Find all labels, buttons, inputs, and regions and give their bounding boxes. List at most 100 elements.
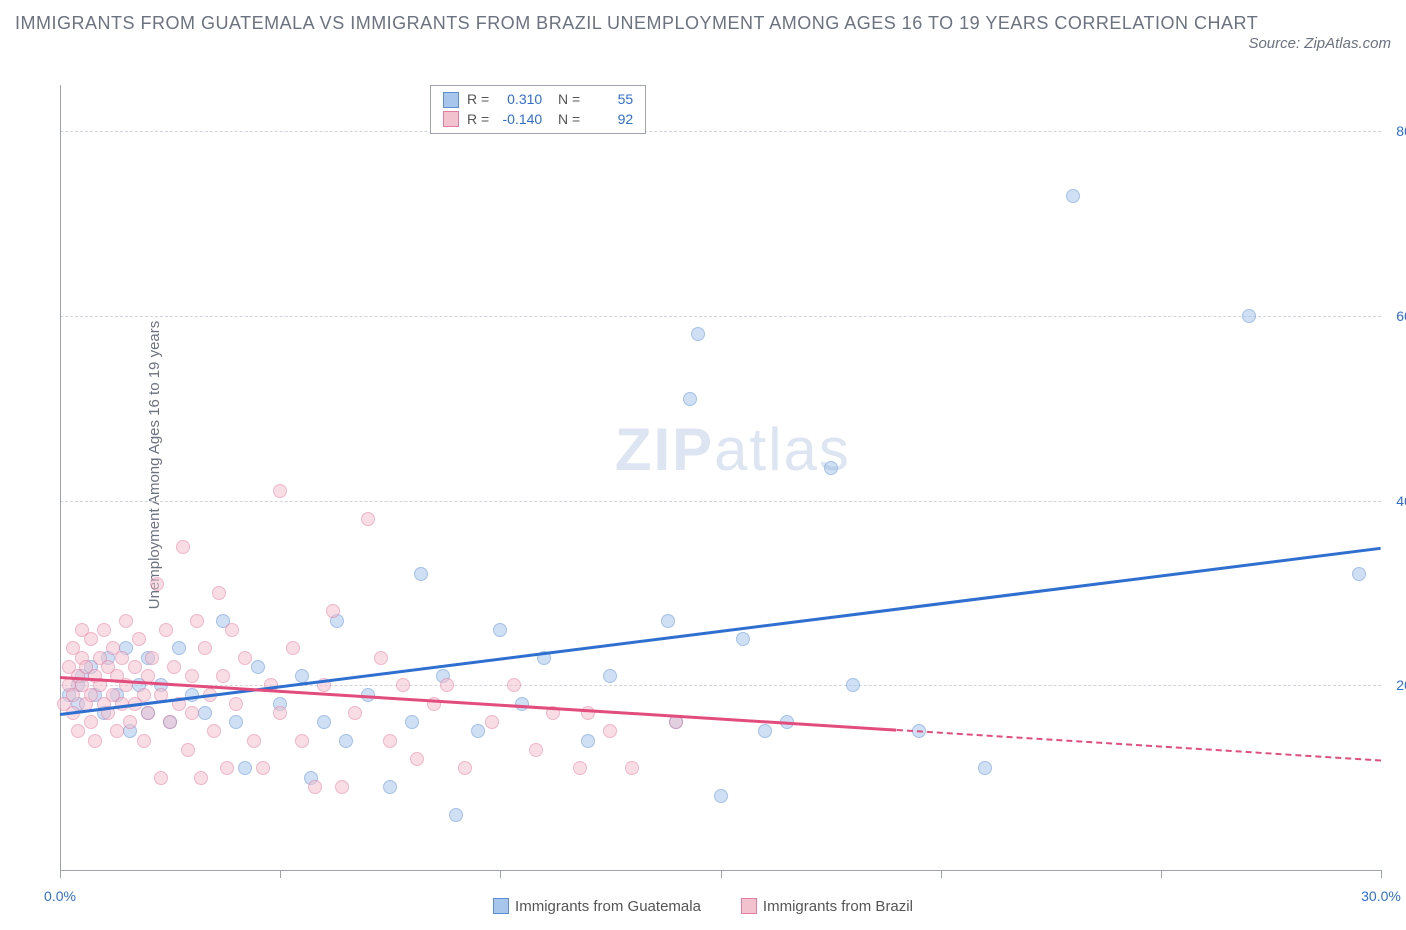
data-point (581, 734, 595, 748)
data-point (194, 771, 208, 785)
data-point (238, 651, 252, 665)
scatter-chart: 20.0%40.0%60.0%80.0%0.0%30.0% ZIPatlas R… (60, 85, 1381, 870)
data-point (1066, 189, 1080, 203)
data-point (185, 706, 199, 720)
data-point (1242, 309, 1256, 323)
data-point (132, 632, 146, 646)
data-point (339, 734, 353, 748)
stats-row: R =-0.140 N =92 (443, 110, 633, 130)
stats-n-label: N = (550, 90, 580, 110)
data-point (348, 706, 362, 720)
data-point (128, 660, 142, 674)
stats-r-label: R = (467, 110, 489, 130)
data-point (225, 623, 239, 637)
data-point (123, 715, 137, 729)
x-tick (721, 870, 722, 878)
legend-label: Immigrants from Guatemala (515, 898, 701, 915)
stats-r-label: R = (467, 90, 489, 110)
data-point (317, 715, 331, 729)
data-point (361, 512, 375, 526)
data-point (493, 623, 507, 637)
data-point (71, 724, 85, 738)
y-tick-label: 80.0% (1396, 123, 1406, 139)
legend-label: Immigrants from Brazil (763, 898, 913, 915)
data-point (145, 651, 159, 665)
data-point (251, 660, 265, 674)
series-swatch (443, 92, 459, 108)
data-point (220, 761, 234, 775)
y-axis (60, 85, 61, 870)
chart-title: IMMIGRANTS FROM GUATEMALA VS IMMIGRANTS … (15, 10, 1391, 37)
stats-r-value: -0.140 (497, 110, 542, 130)
data-point (216, 669, 230, 683)
data-point (691, 327, 705, 341)
x-tick (60, 870, 61, 878)
data-point (273, 706, 287, 720)
series-swatch (443, 111, 459, 127)
data-point (207, 724, 221, 738)
data-point (141, 706, 155, 720)
data-point (573, 761, 587, 775)
stats-r-value: 0.310 (497, 90, 542, 110)
legend-swatch (741, 898, 757, 914)
gridline (60, 501, 1381, 502)
x-tick (1381, 870, 1382, 878)
data-point (410, 752, 424, 766)
data-point (137, 734, 151, 748)
data-point (383, 734, 397, 748)
data-point (683, 392, 697, 406)
data-point (405, 715, 419, 729)
y-tick-label: 60.0% (1396, 308, 1406, 324)
data-point (229, 715, 243, 729)
data-point (846, 678, 860, 692)
data-point (167, 660, 181, 674)
data-point (198, 641, 212, 655)
data-point (326, 604, 340, 618)
data-point (84, 632, 98, 646)
data-point (449, 808, 463, 822)
data-point (529, 743, 543, 757)
data-point (507, 678, 521, 692)
data-point (159, 623, 173, 637)
gridline (60, 316, 1381, 317)
data-point (185, 669, 199, 683)
data-point (308, 780, 322, 794)
data-point (978, 761, 992, 775)
data-point (150, 577, 164, 591)
data-point (286, 641, 300, 655)
data-point (471, 724, 485, 738)
data-point (115, 651, 129, 665)
x-tick (280, 870, 281, 878)
x-tick (1161, 870, 1162, 878)
stats-n-value: 55 (588, 90, 633, 110)
data-point (485, 715, 499, 729)
legend: Immigrants from Guatemala Immigrants from… (0, 898, 1406, 919)
data-point (383, 780, 397, 794)
data-point (172, 641, 186, 655)
trend-line (897, 729, 1381, 761)
gridline (60, 131, 1381, 132)
data-point (256, 761, 270, 775)
stats-row: R = 0.310 N = 55 (443, 90, 633, 110)
data-point (238, 761, 252, 775)
data-point (758, 724, 772, 738)
data-point (603, 669, 617, 683)
stats-n-label: N = (550, 110, 580, 130)
data-point (603, 724, 617, 738)
data-point (198, 706, 212, 720)
data-point (97, 623, 111, 637)
data-point (137, 688, 151, 702)
data-point (440, 678, 454, 692)
y-tick-label: 40.0% (1396, 493, 1406, 509)
data-point (1352, 567, 1366, 581)
data-point (176, 540, 190, 554)
x-tick (941, 870, 942, 878)
data-point (414, 567, 428, 581)
data-point (714, 789, 728, 803)
data-point (515, 697, 529, 711)
data-point (736, 632, 750, 646)
gridline (60, 685, 1381, 686)
data-point (661, 614, 675, 628)
data-point (190, 614, 204, 628)
legend-item: Immigrants from Guatemala (493, 898, 701, 915)
